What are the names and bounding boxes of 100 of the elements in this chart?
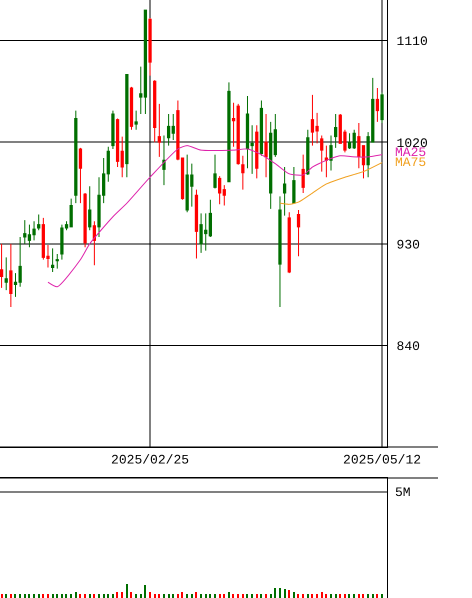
bar [242,594,244,598]
bar [200,594,202,598]
candlestick [111,110,115,150]
candlestick [260,100,264,156]
candlestick [50,248,54,273]
bar [14,594,16,598]
candlestick [194,189,198,259]
candlestick [148,18,152,76]
bar [191,594,193,598]
bar [228,592,230,598]
bar [362,594,364,598]
bar [135,594,137,598]
line-series [279,162,383,205]
bar [339,594,341,598]
x-tick-label: 2025/02/25 [111,452,190,468]
bar [158,594,160,598]
bar [274,588,276,598]
bar [56,594,58,598]
bar [181,592,183,598]
bar [381,594,383,598]
bar [52,594,54,598]
candlestick [264,114,268,178]
bar [209,594,211,598]
candlestick [153,80,156,143]
bar [116,592,118,598]
bar [112,594,114,598]
bar [93,594,95,598]
bar [121,592,123,598]
candlestick [56,253,59,270]
candlestick [376,88,380,122]
text: 5M [395,485,411,500]
bar [372,594,374,598]
bar [311,594,313,598]
candlestick [130,86,134,130]
candlestick [320,134,324,172]
candlestick [37,214,40,231]
candlestick [88,186,92,231]
candlestick [78,147,82,204]
bar [214,594,216,598]
bar [103,594,105,598]
bar [163,594,165,598]
bar [256,594,258,598]
candlestick [158,103,161,158]
bar [144,585,146,598]
bar [325,594,327,598]
bar [33,594,35,598]
bar [19,594,21,598]
bar [186,594,188,598]
bar [24,594,26,598]
bar [195,592,197,598]
y-tick-label: 1110 [396,34,428,50]
candlestick [9,243,12,308]
bar [279,588,281,598]
bar [330,594,332,598]
bar [302,594,304,598]
bar [321,592,323,598]
candlestick [134,110,138,130]
bar [265,594,267,598]
bar [38,594,40,598]
candlestick [292,166,296,204]
candlestick [162,134,166,186]
candlestick [227,82,231,182]
candlestick [0,243,4,288]
y-tick-label: 840 [396,338,420,354]
candlestick [310,94,314,146]
bar [28,594,30,598]
x-tick-label: 2025/05/12 [343,452,422,468]
bar [251,594,253,598]
candlestick [60,224,64,260]
bar [260,594,262,598]
bar [293,592,295,598]
bar [177,594,179,598]
candlestick [306,129,310,176]
bar [61,594,63,598]
bar [149,592,151,598]
bar [107,594,109,598]
bar [344,594,346,598]
candlestick [241,155,244,190]
candlestick [380,92,384,124]
candlestick [282,166,286,216]
series-label: MA75 [395,155,426,170]
bar [297,594,299,598]
candlestick [255,124,258,179]
bar [65,594,67,598]
bar [79,594,81,598]
bar [5,594,7,598]
bar [1,594,3,598]
bar [288,590,290,598]
bar [172,594,174,598]
candlestick [83,192,87,248]
bar [75,592,77,598]
bar [10,594,12,598]
bar [246,594,248,598]
bar [348,594,350,598]
bar [70,594,72,598]
candlestick [213,154,217,190]
candlestick [278,196,282,308]
bar [168,594,170,598]
bar [237,594,239,598]
bar [89,594,91,598]
